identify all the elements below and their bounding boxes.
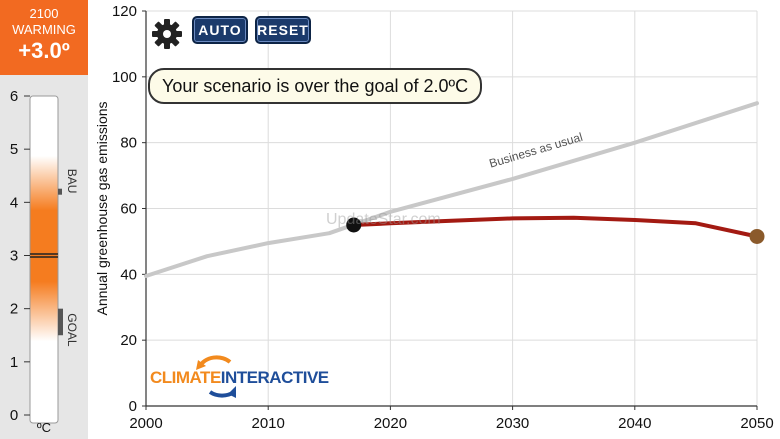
x-tick-label: 2020 xyxy=(374,415,407,432)
x-tick-label: 2030 xyxy=(496,415,529,432)
thermo-tick-label: 0 xyxy=(10,407,18,424)
y-tick-label: 40 xyxy=(120,266,137,283)
thermometer-panel: 2100 WARMING +3.0º 0 1 2 3 4 5 6 BAU GOAL ºC xyxy=(0,0,88,439)
warming-value: +3.0º xyxy=(18,38,70,63)
end-handle[interactable] xyxy=(749,228,765,244)
goal-marker xyxy=(58,308,63,336)
x-tick-label: 2050 xyxy=(740,415,773,432)
y-tick-label: 60 xyxy=(120,201,137,218)
y-tick-label: 20 xyxy=(120,332,137,349)
x-tick-label: 2040 xyxy=(618,415,651,432)
watermark: UpdateStar.com xyxy=(326,211,441,228)
thermo-tick-label: 4 xyxy=(10,194,18,211)
x-tick-label: 2000 xyxy=(129,415,162,432)
bau-series-label: Business as usual xyxy=(488,130,585,171)
y-tick-label: 0 xyxy=(129,398,137,415)
y-axis-label: Annual greenhouse gas emissions xyxy=(94,101,110,315)
thermo-tick-label: 2 xyxy=(10,301,18,318)
y-tick-label: 120 xyxy=(112,3,137,20)
warming-year: 2100 xyxy=(29,6,59,21)
scenario-message: Your scenario is over the goal of 2.0ºC xyxy=(148,68,483,104)
thermometer: 0 1 2 3 4 5 6 BAU GOAL ºC xyxy=(10,88,79,435)
thermo-tick-label: 3 xyxy=(10,248,18,265)
warming-label: WARMING xyxy=(12,22,76,37)
scenario-series-line xyxy=(351,215,759,239)
start-handle[interactable] xyxy=(346,217,362,233)
thermo-tick-label: 6 xyxy=(10,88,18,105)
bau-series-line xyxy=(144,101,759,278)
reset-button[interactable]: RESET xyxy=(255,16,311,44)
thermo-tick-label: 1 xyxy=(10,354,18,371)
goal-label: GOAL xyxy=(65,313,79,347)
thermometer-tube xyxy=(29,95,59,424)
bau-marker xyxy=(58,188,62,195)
gear-icon[interactable] xyxy=(150,17,184,51)
thermo-unit-label: ºC xyxy=(37,420,51,435)
x-tick-label: 2010 xyxy=(252,415,285,432)
logo-text: CLIMATEINTERACTIVE xyxy=(150,368,329,387)
thermo-tick-label: 5 xyxy=(10,141,18,158)
logo-arrows-icon xyxy=(196,355,236,398)
auto-button[interactable]: AUTO xyxy=(192,16,248,44)
bau-label: BAU xyxy=(65,169,79,194)
climate-interactive-logo[interactable]: CLIMATEINTERACTIVE xyxy=(150,352,329,404)
y-tick-label: 80 xyxy=(120,135,137,152)
warming-readout: 2100 WARMING +3.0º xyxy=(0,0,88,75)
y-tick-label: 100 xyxy=(112,69,137,86)
